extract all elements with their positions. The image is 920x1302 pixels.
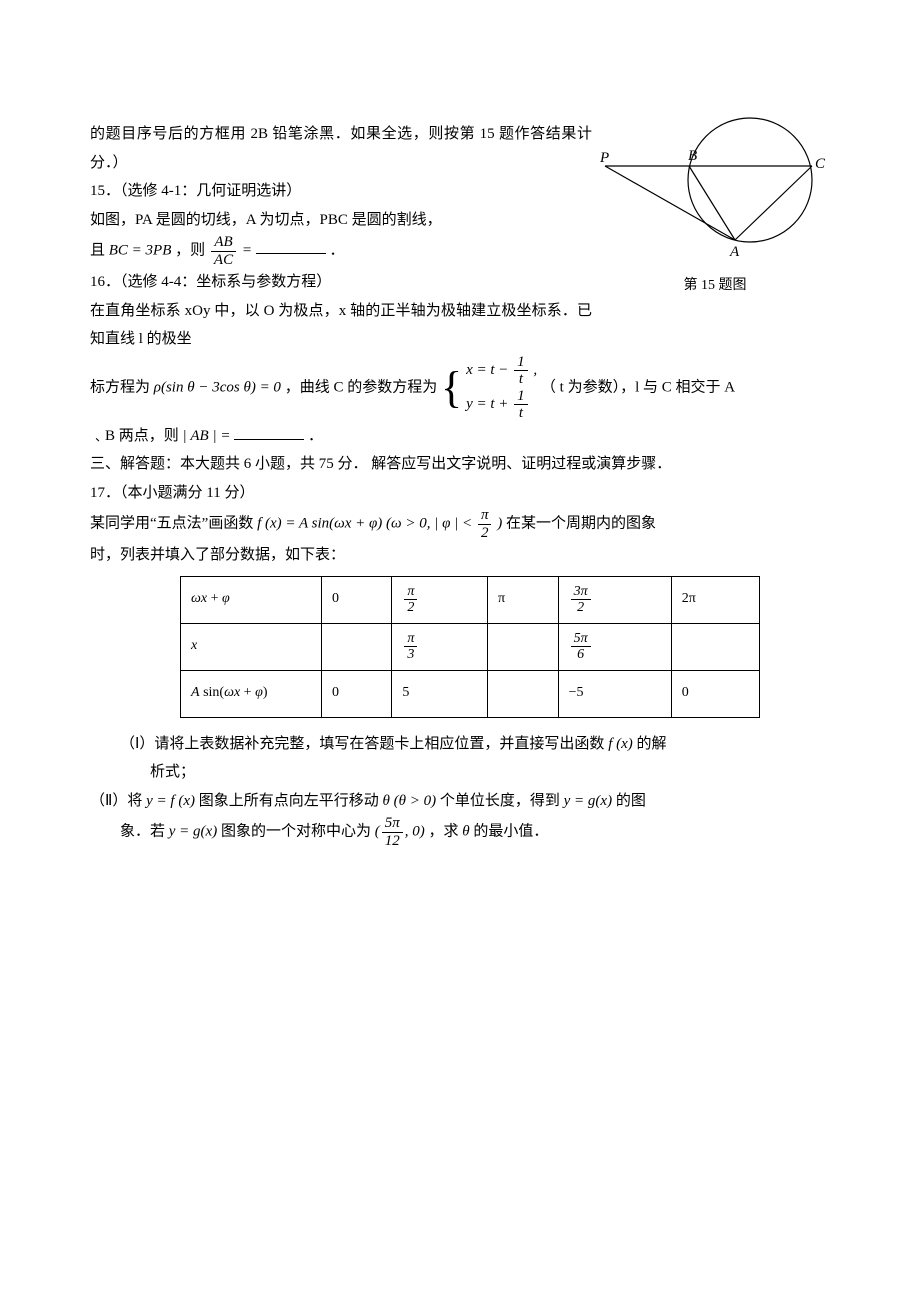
q15-after-frac: =	[238, 242, 256, 258]
q17-part1-l2: 析式；	[90, 758, 830, 787]
svg-text:A: A	[729, 244, 740, 260]
q17-line1: 某同学用“五点法”画函数 f (x) = A sin(ωx + φ) (ω > …	[90, 507, 830, 541]
q15-figure-caption: 第 15 题图	[600, 273, 830, 300]
q16-line2: 标方程为 ρ(sin θ − 3cos θ) = 0 ，曲线 C 的参数方程为 …	[90, 354, 830, 422]
q15-line2b: ，则	[175, 242, 209, 258]
q16-polar: ρ(sin θ − 3cos θ) = 0	[154, 379, 281, 395]
section3: 三、解答题：本大题共 6 小题，共 75 分． 解答应写出文字说明、证明过程或演…	[90, 450, 830, 479]
q16-line2a: 标方程为	[90, 379, 154, 395]
q17-func-frac: π2	[478, 507, 492, 541]
q17-table: ωx + φ 0 π2 π 3π2 2π x π3 5π6 A sin(ωx +…	[180, 576, 760, 718]
q16-line3: ﹑B 两点，则 | AB | = ．	[90, 422, 830, 451]
q15-blank-after: ．	[329, 242, 344, 258]
q16-line1: 在直角坐标系 xOy 中，以 O 为极点，x 轴的正半轴为极轴建立极坐标系．已知…	[90, 297, 830, 354]
q16-line2c: （ t 为参数），l 与 C 相交于 A	[541, 379, 735, 395]
frac-den: AC	[211, 252, 236, 269]
table-row: ωx + φ 0 π2 π 3π2 2π	[181, 576, 760, 623]
svg-text:B: B	[688, 148, 697, 164]
q15-frac: AB AC	[211, 234, 236, 268]
q16-blank	[234, 425, 304, 440]
q15-line2a: 且	[90, 242, 109, 258]
q16-system: { x = t − 1t , y = t + 1t	[441, 354, 537, 422]
q16-abs: | AB | =	[183, 428, 235, 444]
svg-text:P: P	[600, 150, 609, 166]
q17-line1b: 在某一个周期内的图象	[506, 515, 656, 531]
q16-line3a: ﹑B 两点，则	[90, 428, 179, 444]
q17-func: f (x) = A sin(ωx + φ) (ω > 0, | φ | <	[257, 515, 476, 531]
center-frac: 5π12	[382, 815, 403, 849]
q17-tag: 17．（本小题满分 11 分）	[90, 479, 830, 508]
table-row: A sin(ωx + φ) 0 5 −5 0	[181, 670, 760, 717]
q17-line1a: 某同学用“五点法”画函数	[90, 515, 257, 531]
q17-part2-l1: （Ⅱ）将 y = f (x) 图象上所有点向左平行移动 θ (θ > 0) 个单…	[90, 787, 830, 816]
q15-figure: P B C A 第 15 题图	[600, 110, 830, 299]
q17-part1-l1: （Ⅰ）请将上表数据补充完整，填写在答题卡上相应位置，并直接写出函数 f (x) …	[90, 730, 830, 759]
q15-blank	[256, 240, 326, 255]
q16-line2b: ，曲线 C 的参数方程为	[285, 379, 441, 395]
q17-line2: 时，列表并填入了部分数据，如下表：	[90, 541, 830, 570]
svg-text:C: C	[815, 156, 826, 172]
q15-bc-eq: BC = 3PB	[109, 242, 172, 258]
q16-line3b: ．	[308, 428, 323, 444]
frac-num: AB	[211, 234, 236, 252]
table-row: x π3 5π6	[181, 623, 760, 670]
q17-part3: 象．若 y = g(x) 图象的一个对称中心为 (5π12, 0) ，求 θ 的…	[90, 815, 830, 849]
